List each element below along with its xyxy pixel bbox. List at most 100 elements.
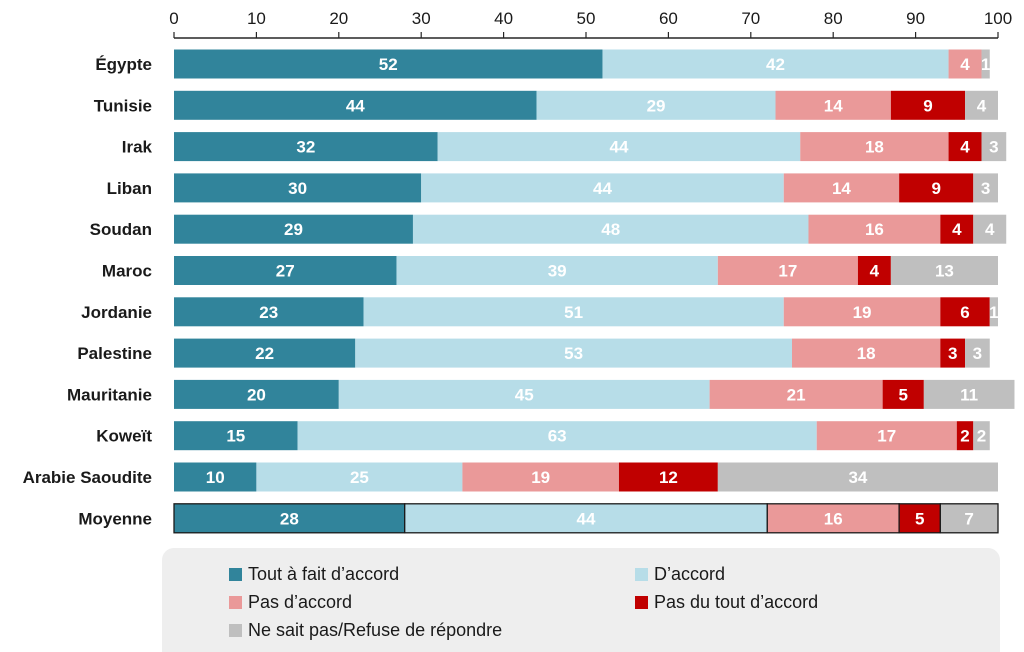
bar-segment [808,214,941,244]
data-label: 32 [296,138,315,157]
data-label: 25 [350,468,369,487]
data-label: 12 [659,468,678,487]
bar-segment [899,173,974,203]
data-label: 44 [609,138,628,157]
category-label-palestine: Palestine [77,344,152,363]
bar-segment [989,297,998,327]
data-label: 19 [531,468,550,487]
legend-item-d-accord: D’accord [635,562,725,586]
data-label: 53 [564,344,583,363]
legend-swatch-tout-a-fait [229,567,242,581]
bar-segment [948,49,982,79]
data-label: 3 [973,344,982,363]
data-label: 16 [824,509,843,528]
data-label: 4 [977,96,987,115]
bar-segment [174,421,298,451]
data-label: 16 [865,220,884,239]
data-label: 51 [564,303,583,322]
data-label: 19 [853,303,872,322]
category-label-arabie-saoudite: Arabie Saoudite [23,468,152,487]
bar-segment [174,49,603,79]
x-tick-label: 10 [247,9,266,28]
x-tick-label: 60 [659,9,678,28]
bar-segment [981,132,1007,162]
bar-segment [973,214,1007,244]
data-label: 52 [379,55,398,74]
data-label: 10 [206,468,225,487]
legend: Tout à fait d’accord D’accord Pas d’acco… [162,548,1000,652]
category-labels: Égypte Tunisie Irak Liban Soudan Maroc Jordani… [23,55,153,528]
data-label: 14 [824,96,843,115]
data-label: 22 [255,344,274,363]
data-label: 11 [960,385,978,404]
data-label: 4 [960,138,970,157]
data-label: 21 [787,385,806,404]
data-label: 44 [346,96,365,115]
category-label-tunisie: Tunisie [94,96,152,115]
x-tick-label: 90 [906,9,925,28]
bar-segment [940,214,974,244]
data-label: 14 [832,179,851,198]
data-label: 44 [593,179,612,198]
data-label: 17 [877,427,896,446]
bar-segment [355,338,792,368]
data-label: 17 [778,262,797,281]
category-label-egypte: Égypte [95,55,152,74]
x-tick-label: 20 [329,9,348,28]
data-label: 2 [960,427,969,446]
data-label: 9 [923,96,932,115]
bar-segment [256,462,463,492]
data-label: 20 [247,385,266,404]
data-label: 4 [960,55,970,74]
bar-segment [602,49,949,79]
bar-segment [965,338,990,368]
category-label-jordanie: Jordanie [81,303,152,322]
data-label: 4 [870,262,880,281]
x-tick-label: 50 [577,9,596,28]
data-label: 48 [601,220,620,239]
x-tick-label: 100 [984,9,1012,28]
x-tick-label: 70 [741,9,760,28]
bar-segment [363,297,784,327]
legend-item-pas-du-tout: Pas du tout d’accord [635,590,818,614]
bar-segment [173,503,406,534]
bar-segment [404,503,768,534]
data-label: 3 [981,179,990,198]
legend-label-ne-sait-pas: Ne sait pas/Refuse de répondre [248,619,503,640]
data-label: 6 [960,303,969,322]
data-label: 45 [515,385,534,404]
data-label: 28 [280,509,299,528]
bar-segment [174,256,397,285]
bar-segment [174,173,422,203]
bar-segment [174,214,413,244]
category-label-mauritanie: Mauritanie [67,385,152,404]
legend-label-pas-du-tout: Pas du tout d’accord [654,591,819,612]
data-label: 34 [848,468,867,487]
x-tick-label: 40 [494,9,513,28]
x-tick-label: 0 [169,9,178,28]
data-label: 3 [989,138,998,157]
bar-segment [898,503,941,534]
bar-segment [923,379,1015,409]
data-label: 30 [288,179,307,198]
bars: 52 42 4 144 29 14 9 432 44 18 4 330 44 14 9 329 48 16 4 427… [173,49,1015,534]
bar-segment [890,90,966,120]
bar-segment [338,379,710,409]
data-label: 42 [766,55,785,74]
bar-segment [956,421,974,451]
bar-segment [857,256,891,285]
bar-segment [783,297,941,327]
bar-segment [783,173,900,203]
bar-segment [973,173,998,203]
bar-segment [709,379,883,409]
data-label: 13 [935,262,954,281]
bar-segment [536,90,776,120]
legend-swatch-pas-du-tout [635,595,648,609]
bar-segment [174,132,438,162]
data-label: 18 [865,138,884,157]
bar-segment [717,462,998,492]
bar-segment [174,297,364,327]
bar-segment [973,421,990,451]
legend-swatch-ne-sait-pas [229,623,242,637]
data-label: 1 [981,55,990,74]
